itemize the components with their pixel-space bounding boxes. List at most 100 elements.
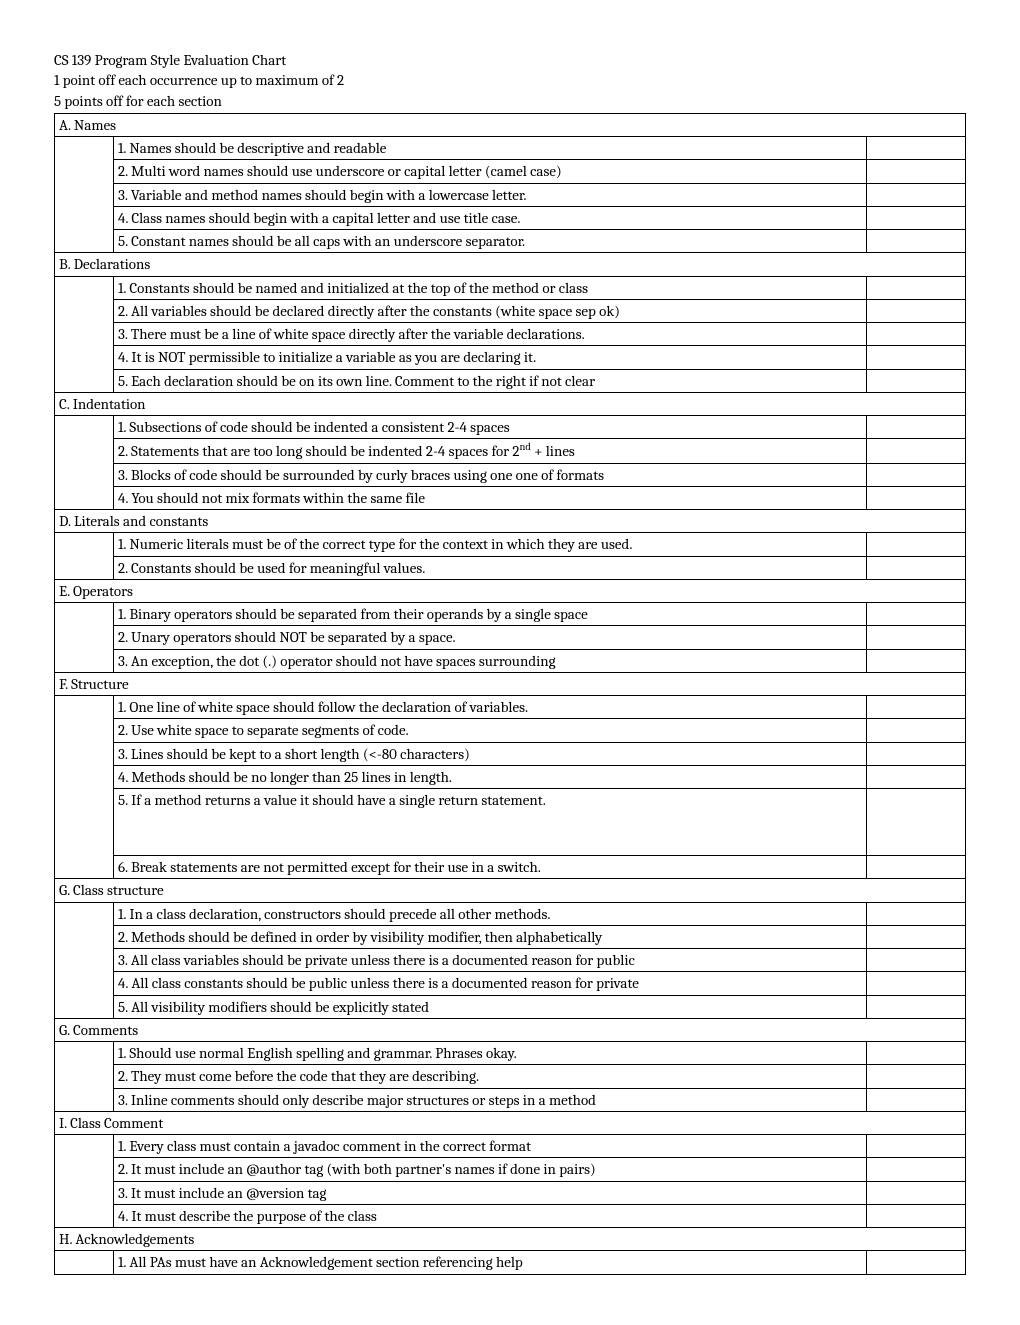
score-cell: [867, 995, 966, 1018]
rule-text: 1. Subsections of code should be indente…: [114, 416, 867, 439]
rule-text: 3. Inline comments should only describe …: [114, 1088, 867, 1111]
score-cell: [867, 206, 966, 229]
score-cell: [867, 1181, 966, 1204]
indent-cell: [55, 719, 114, 742]
score-cell: [867, 346, 966, 369]
indent-cell: [55, 603, 114, 626]
indent-cell: [55, 276, 114, 299]
rule-text: 2. Methods should be defined in order by…: [114, 925, 867, 948]
indent-cell: [55, 230, 114, 253]
indent-cell: [55, 533, 114, 556]
score-cell: [867, 160, 966, 183]
rule-text: 3. An exception, the dot (.) operator sh…: [114, 649, 867, 672]
score-cell: [867, 1042, 966, 1065]
doc-title: CS 139 Program Style Evaluation Chart: [54, 50, 966, 70]
rule-text: 3. It must include an @version tag: [114, 1181, 867, 1204]
indent-cell: [55, 1135, 114, 1158]
doc-subtitle-1: 1 point off each occurrence up to maximu…: [54, 70, 966, 90]
score-cell: [867, 719, 966, 742]
indent-cell: [55, 299, 114, 322]
score-cell: [867, 276, 966, 299]
rule-text: 1. Numeric literals must be of the corre…: [114, 533, 867, 556]
rule-text: 3. There must be a line of white space d…: [114, 323, 867, 346]
score-cell: [867, 742, 966, 765]
score-cell: [867, 972, 966, 995]
rule-text: 4. All class constants should be public …: [114, 972, 867, 995]
score-cell: [867, 486, 966, 509]
rule-text: 3. All class variables should be private…: [114, 949, 867, 972]
indent-cell: [55, 369, 114, 392]
rule-text: 5. If a method returns a value it should…: [114, 789, 867, 856]
score-cell: [867, 533, 966, 556]
section-header: A. Names: [55, 113, 966, 136]
rule-text: 5. Constant names should be all caps wit…: [114, 230, 867, 253]
score-cell: [867, 649, 966, 672]
indent-cell: [55, 206, 114, 229]
rule-text: 2. Unary operators should NOT be separat…: [114, 626, 867, 649]
indent-cell: [55, 1158, 114, 1181]
indent-cell: [55, 556, 114, 579]
rule-text: 2. Multi word names should use underscor…: [114, 160, 867, 183]
score-cell: [867, 416, 966, 439]
doc-subtitle-2: 5 points off for each section: [54, 91, 966, 111]
indent-cell: [55, 416, 114, 439]
indent-cell: [55, 949, 114, 972]
indent-cell: [55, 649, 114, 672]
indent-cell: [55, 742, 114, 765]
score-cell: [867, 603, 966, 626]
rule-text: 5. Each declaration should be on its own…: [114, 369, 867, 392]
rule-text: 2. Statements that are too long should b…: [114, 439, 867, 463]
rule-text: 2. Use white space to separate segments …: [114, 719, 867, 742]
rule-text: 3. Variable and method names should begi…: [114, 183, 867, 206]
indent-cell: [55, 626, 114, 649]
indent-cell: [55, 1204, 114, 1227]
score-cell: [867, 789, 966, 856]
section-header: B. Declarations: [55, 253, 966, 276]
indent-cell: [55, 995, 114, 1018]
score-cell: [867, 902, 966, 925]
indent-cell: [55, 183, 114, 206]
indent-cell: [55, 1181, 114, 1204]
rule-text: 1. Should use normal English spelling an…: [114, 1042, 867, 1065]
section-header: H. Acknowledgements: [55, 1228, 966, 1251]
section-header: G. Class structure: [55, 879, 966, 902]
rule-text: 1. Binary operators should be separated …: [114, 603, 867, 626]
score-cell: [867, 765, 966, 788]
indent-cell: [55, 925, 114, 948]
rule-text: 4. You should not mix formats within the…: [114, 486, 867, 509]
rule-text: 4. Class names should begin with a capit…: [114, 206, 867, 229]
score-cell: [867, 323, 966, 346]
score-cell: [867, 369, 966, 392]
score-cell: [867, 230, 966, 253]
indent-cell: [55, 972, 114, 995]
rule-text: 1. Every class must contain a javadoc co…: [114, 1135, 867, 1158]
score-cell: [867, 925, 966, 948]
section-header: E. Operators: [55, 579, 966, 602]
score-cell: [867, 1065, 966, 1088]
score-cell: [867, 1135, 966, 1158]
rule-text: 2. All variables should be declared dire…: [114, 299, 867, 322]
rule-text: 4. It must describe the purpose of the c…: [114, 1204, 867, 1227]
rule-text: 2. Constants should be used for meaningf…: [114, 556, 867, 579]
rule-text: 3. Blocks of code should be surrounded b…: [114, 463, 867, 486]
score-cell: [867, 1158, 966, 1181]
indent-cell: [55, 463, 114, 486]
score-cell: [867, 299, 966, 322]
rule-text: 4. It is NOT permissible to initialize a…: [114, 346, 867, 369]
rule-text: 5. All visibility modifiers should be ex…: [114, 995, 867, 1018]
indent-cell: [55, 486, 114, 509]
score-cell: [867, 1251, 966, 1274]
score-cell: [867, 556, 966, 579]
indent-cell: [55, 439, 114, 463]
score-cell: [867, 463, 966, 486]
section-header: F. Structure: [55, 672, 966, 695]
rule-text: 2. It must include an @author tag (with …: [114, 1158, 867, 1181]
indent-cell: [55, 902, 114, 925]
rule-text: 4. Methods should be no longer than 25 l…: [114, 765, 867, 788]
indent-cell: [55, 1251, 114, 1274]
rule-text: 1. In a class declaration, constructors …: [114, 902, 867, 925]
score-cell: [867, 137, 966, 160]
indent-cell: [55, 137, 114, 160]
score-cell: [867, 696, 966, 719]
indent-cell: [55, 1065, 114, 1088]
